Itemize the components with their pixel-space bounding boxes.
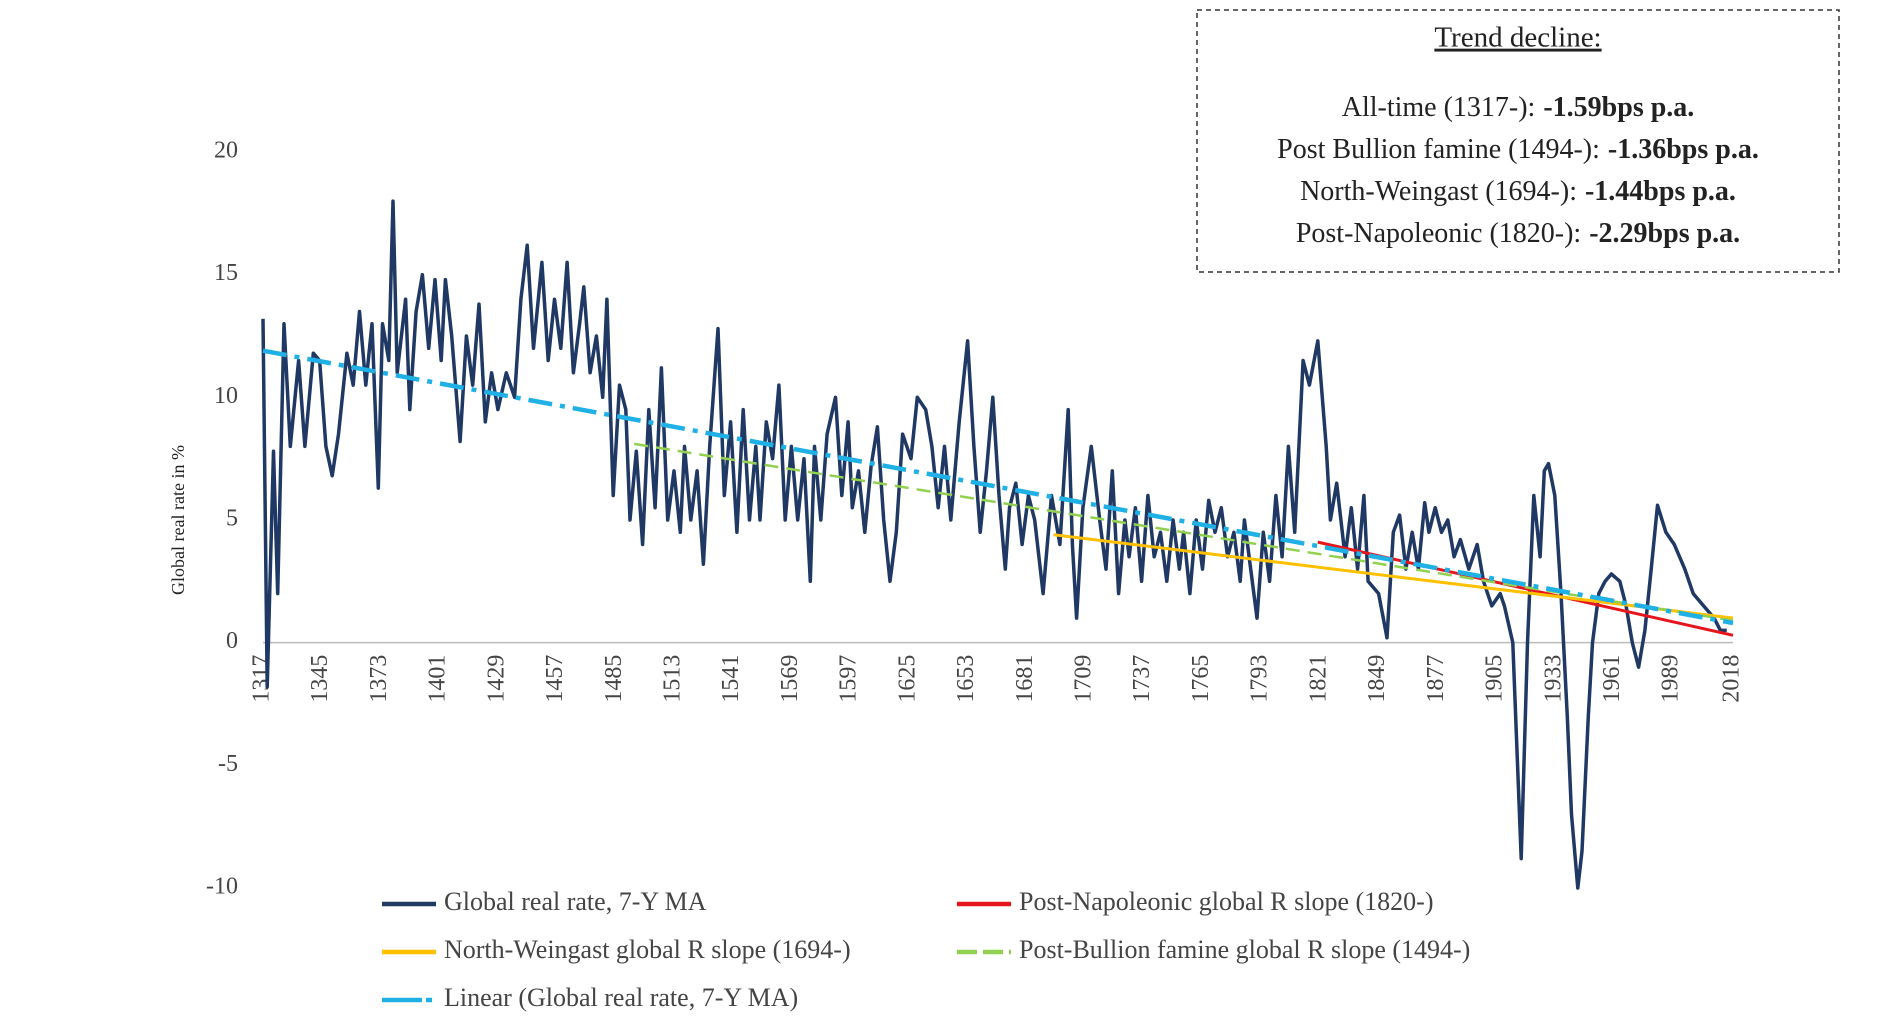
annotation-line: Post-Napoleonic (1820-): -2.29bps p.a. [1296, 218, 1740, 249]
y-tick-label: 0 [226, 628, 238, 654]
annotation-label: Post-Napoleonic (1820-): [1296, 218, 1581, 249]
annotation-label: Post Bullion famine (1494-): [1277, 134, 1600, 165]
annotation-box [1196, 9, 1840, 273]
annotation-lines: All-time (1317-): -1.59bps p.a. Post Bulli… [1277, 92, 1759, 249]
y-tick-label: -10 [206, 874, 238, 900]
y-tick-label: -5 [218, 751, 238, 777]
legend-label: Post-Napoleonic global R slope (1820-) [1019, 887, 1434, 916]
annotation-label: North-Weingast (1694-): [1300, 176, 1577, 207]
annotation-value: -1.59bps p.a. [1543, 92, 1694, 123]
annotation-line: North-Weingast (1694-): -1.44bps p.a. [1300, 176, 1736, 207]
x-tick-label: 1793 [1247, 655, 1273, 703]
x-tick-label: 1681 [1012, 655, 1038, 703]
y-tick-label: 20 [214, 138, 238, 164]
x-tick-label: 1457 [542, 655, 568, 703]
x-tick-label: 1765 [1188, 655, 1214, 703]
x-tick-label: 1429 [483, 655, 509, 703]
x-tick-label: 1345 [307, 655, 333, 703]
x-tick-label: 1849 [1364, 655, 1390, 703]
x-tick-label: 1317 [249, 655, 275, 703]
series-line [261, 199, 1727, 890]
x-tick-label: 1373 [366, 655, 392, 703]
x-tick-label: 1401 [425, 655, 451, 703]
annotation-line: All-time (1317-): -1.59bps p.a. [1342, 92, 1695, 123]
annotation-value: -1.44bps p.a. [1585, 176, 1736, 207]
x-tick-label: 1709 [1071, 655, 1097, 703]
x-tick-label: 1653 [953, 655, 979, 703]
x-tick-label: 1933 [1540, 655, 1566, 703]
x-tick-label: 1485 [601, 655, 627, 703]
x-tick-label: 1541 [718, 655, 744, 703]
annotation-line: Post Bullion famine (1494-): -1.36bps p.a… [1277, 134, 1759, 165]
annotation-value: -2.29bps p.a. [1589, 218, 1740, 249]
x-tick-label: 1597 [836, 655, 862, 703]
y-tick-label: 10 [214, 383, 238, 409]
x-tick-label: 1877 [1423, 655, 1449, 703]
y-tick-label: 5 [226, 506, 238, 532]
annotation-label: All-time (1317-): [1342, 92, 1536, 123]
annotation-value: -1.36bps p.a. [1608, 134, 1759, 165]
legend-label: Global real rate, 7-Y MA [444, 887, 707, 916]
x-tick-label: 2018 [1719, 655, 1745, 703]
x-tick-label: 1989 [1658, 655, 1684, 703]
y-axis-title: Global real rate in % [168, 445, 188, 595]
annotation-title: Trend decline: [1434, 22, 1601, 54]
x-tick-label: 1569 [777, 655, 803, 703]
legend-label: Post-Bullion famine global R slope (1494… [1019, 935, 1470, 964]
y-tick-label: 15 [214, 260, 238, 286]
x-tick-label: 1821 [1305, 655, 1331, 703]
x-tick-label: 1961 [1599, 655, 1625, 703]
x-tick-label: 1513 [660, 655, 686, 703]
legend-label: Linear (Global real rate, 7-Y MA) [444, 983, 798, 1012]
legend-label: North-Weingast global R slope (1694-) [444, 935, 851, 964]
x-tick-label: 1737 [1129, 655, 1155, 703]
x-tick-label: 1905 [1482, 655, 1508, 703]
series-line [1053, 533, 1734, 620]
x-tick-label: 1625 [894, 655, 920, 703]
